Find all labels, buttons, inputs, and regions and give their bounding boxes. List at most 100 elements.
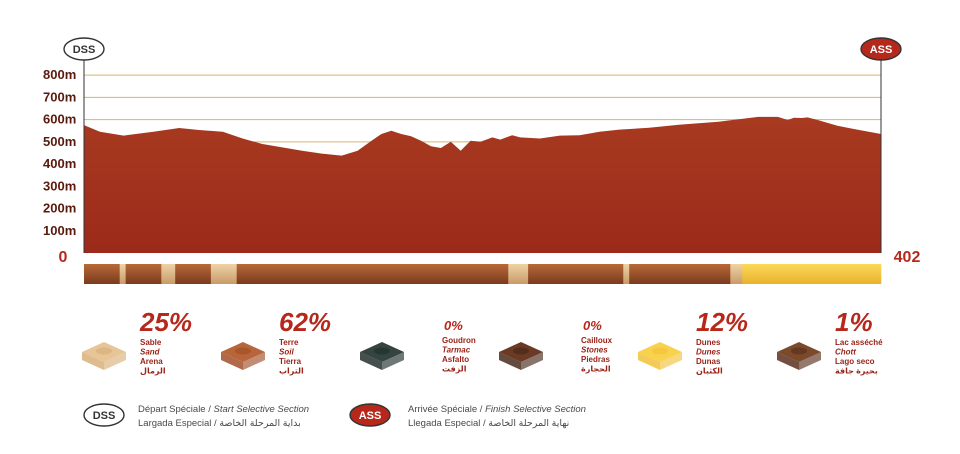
terrain-percent: 25% bbox=[139, 307, 192, 337]
terrain-swatch-right bbox=[104, 352, 126, 370]
ass-legend-badge-label: ASS bbox=[359, 410, 382, 422]
terrain-swatch-hollow bbox=[791, 347, 807, 355]
y-tick-label: 700m bbox=[43, 89, 76, 104]
terrain-name: الزفت bbox=[442, 365, 467, 374]
ass-legend-line2: Llegada Especial / نهاية المرحلة الخاصة bbox=[408, 418, 569, 429]
surface-type-strip bbox=[84, 264, 882, 284]
terrain-name: الحجارة bbox=[581, 365, 611, 374]
surface-segment-soil bbox=[84, 264, 120, 284]
terrain-swatch-right bbox=[521, 352, 543, 370]
terrain-name: Chott bbox=[835, 348, 856, 357]
dss-legend: DSS Départ Spéciale / Start Selective Se… bbox=[83, 403, 309, 429]
terrain-swatch-left bbox=[638, 352, 660, 370]
surface-segment-soil bbox=[629, 264, 731, 284]
terrain-percent: 1% bbox=[835, 307, 873, 337]
terrain-name: Piedras bbox=[581, 355, 610, 364]
terrain-swatch-right bbox=[799, 352, 821, 370]
terrain-name: التراب bbox=[279, 367, 304, 376]
terrain-name: Lac asséché bbox=[835, 338, 883, 347]
terrain-name: Tierra bbox=[279, 357, 302, 366]
terrain-percent: 12% bbox=[696, 307, 748, 337]
terrain-name: Terre bbox=[279, 338, 299, 347]
terrain-swatch-hollow bbox=[652, 347, 668, 355]
y-axis-tick-labels: 100m 200m 300m 400m 500m 600m 700m 800m bbox=[43, 67, 76, 238]
terrain-name: Dunes bbox=[696, 338, 721, 347]
ass-legend-badge bbox=[349, 403, 391, 427]
terrain-percent: 62% bbox=[279, 307, 331, 337]
terrain-percent: 0% bbox=[444, 318, 463, 333]
ass-marker: ASS bbox=[860, 37, 902, 61]
y-tick-label: 800m bbox=[43, 67, 76, 82]
surface-segment-soil bbox=[528, 264, 624, 284]
terrain-name: الرمال bbox=[140, 367, 166, 376]
y-tick-label: 300m bbox=[43, 178, 76, 193]
terrain-name: Lago seco bbox=[835, 357, 875, 366]
dss-marker: DSS bbox=[63, 37, 105, 61]
surface-segment-sand bbox=[210, 264, 237, 284]
terrain-name: Arena bbox=[140, 357, 163, 366]
surface-segment-sand bbox=[119, 264, 126, 284]
y-tick-label: 400m bbox=[43, 156, 76, 171]
x-start-label: 0 bbox=[59, 249, 68, 266]
terrain-swatch-left bbox=[360, 352, 382, 370]
ass-legend-line1: Arrivée Spéciale / Finish Selective Sect… bbox=[408, 404, 586, 415]
surface-segment-soil bbox=[236, 264, 509, 284]
terrain-name: Tarmac bbox=[442, 346, 471, 355]
terrain-swatch-left bbox=[82, 352, 104, 370]
surface-segment-dunes bbox=[742, 264, 882, 284]
elevation-profile-area bbox=[84, 116, 881, 254]
ass-legend-line1-en: Finish Selective Section bbox=[485, 404, 586, 415]
dss-legend-line1-en: Start Selective Section bbox=[214, 404, 310, 415]
terrain-name: Sand bbox=[140, 348, 161, 357]
terrain-swatch-left bbox=[777, 352, 799, 370]
terrain-swatch-hollow bbox=[235, 347, 251, 355]
dss-legend-line1: Départ Spéciale / Start Selective Sectio… bbox=[138, 404, 309, 415]
terrain-name: Goudron bbox=[442, 336, 476, 345]
terrain-name: Dunas bbox=[696, 357, 721, 366]
surface-segment-sand bbox=[730, 264, 743, 284]
y-tick-label: 500m bbox=[43, 134, 76, 149]
dss-legend-line2: Largada Especial / بداية المرحلة الخاصة bbox=[138, 418, 301, 429]
ass-legend: ASS Arrivée Spéciale / Finish Selective … bbox=[349, 403, 586, 429]
dss-marker-label: DSS bbox=[73, 44, 96, 56]
terrain-name: Cailloux bbox=[581, 336, 613, 345]
terrain-name: Sable bbox=[140, 338, 162, 347]
terrain-name: Dunes bbox=[696, 348, 721, 357]
dss-legend-badge bbox=[83, 403, 125, 427]
terrain-swatch-hollow bbox=[374, 347, 390, 355]
terrain-swatch-left bbox=[499, 352, 521, 370]
terrain-name: Stones bbox=[581, 346, 608, 355]
dss-marker-badge bbox=[63, 37, 105, 61]
terrain-swatch-right bbox=[382, 352, 404, 370]
y-tick-label: 100m bbox=[43, 223, 76, 238]
terrain-name: Asfalto bbox=[442, 355, 469, 364]
terrain-swatch-hollow bbox=[513, 347, 529, 355]
terrain-name: Soil bbox=[279, 348, 294, 357]
surface-segment-sand bbox=[623, 264, 630, 284]
terrain-name: الكثبان bbox=[696, 367, 723, 376]
ass-marker-badge bbox=[860, 37, 902, 61]
dss-legend-line1-fr: Départ Spéciale / bbox=[138, 404, 214, 415]
y-tick-label: 600m bbox=[43, 112, 76, 127]
terrain-swatch-hollow bbox=[96, 347, 112, 355]
surface-segment-soil bbox=[175, 264, 212, 284]
surface-segment-sand bbox=[508, 264, 529, 284]
surface-segment-sand bbox=[161, 264, 176, 284]
surface-segment-soil bbox=[125, 264, 162, 284]
terrain-name: بحيرة جافة bbox=[835, 367, 878, 376]
ass-legend-line1-fr: Arrivée Spéciale / bbox=[408, 404, 485, 415]
terrain-swatch-right bbox=[660, 352, 682, 370]
terrain-swatch-left bbox=[221, 352, 243, 370]
ass-marker-label: ASS bbox=[870, 44, 893, 56]
terrain-percent: 0% bbox=[583, 318, 602, 333]
x-end-label: 402 bbox=[894, 249, 921, 266]
y-tick-label: 200m bbox=[43, 201, 76, 216]
